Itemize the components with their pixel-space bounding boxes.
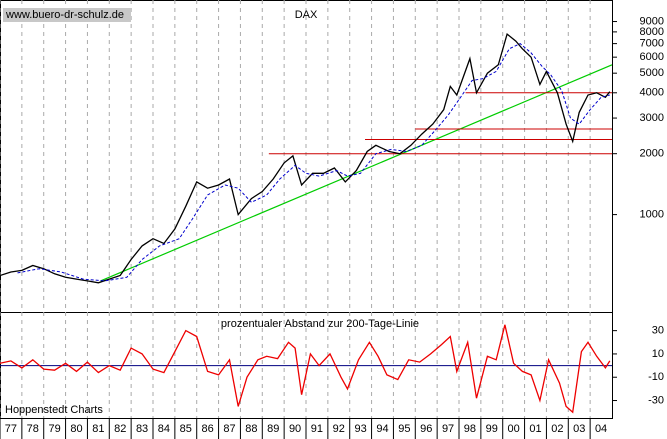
x-tick-label: 90 <box>289 423 301 435</box>
x-tick-label: 03 <box>573 423 585 435</box>
y-tick-label: 1000 <box>640 208 664 220</box>
panel <box>0 312 612 418</box>
x-tick-label: 99 <box>486 423 498 435</box>
chart-title: DAX <box>295 9 318 21</box>
x-tick-label: 96 <box>420 423 432 435</box>
x-tick-label: 80 <box>70 423 82 435</box>
panel <box>0 0 612 312</box>
y-tick-label: 2000 <box>640 148 664 160</box>
y-tick-label: 10 <box>652 348 664 360</box>
y-tick-label: 30 <box>652 325 664 337</box>
y-tick-label: 5000 <box>640 67 664 79</box>
y-tick-label: 8000 <box>640 26 664 38</box>
y-tick-label: 3000 <box>640 112 664 124</box>
y-tick-label: 6000 <box>640 51 664 63</box>
x-tick-label: 87 <box>223 423 235 435</box>
x-tick-label: 94 <box>376 423 388 435</box>
x-tick-label: 81 <box>92 423 104 435</box>
x-tick-label: 92 <box>333 423 345 435</box>
x-tick-label: 77 <box>5 423 17 435</box>
x-tick-label: 04 <box>595 423 607 435</box>
x-tick-label: 82 <box>114 423 126 435</box>
x-tick-label: 78 <box>27 423 39 435</box>
credit: Hoppenstedt Charts <box>5 404 103 416</box>
series-line <box>0 32 611 284</box>
source-box <box>3 8 131 22</box>
y-tick-label: 4000 <box>640 87 664 99</box>
x-tick-label: 79 <box>49 423 61 435</box>
x-tick-label: 89 <box>267 423 279 435</box>
x-tick-label: 84 <box>158 423 170 435</box>
x-tick-label: 88 <box>245 423 257 435</box>
source-label: www.buero-dr-schulz.de <box>5 9 124 21</box>
x-tick-label: 83 <box>136 423 148 435</box>
x-tick-label: 97 <box>442 423 454 435</box>
x-tick-label: 98 <box>464 423 476 435</box>
x-tick-label: 95 <box>398 423 410 435</box>
x-tick-label: 86 <box>202 423 214 435</box>
y-tick-label: -30 <box>648 394 664 406</box>
x-tick-label: 00 <box>508 423 520 435</box>
x-tick-label: 85 <box>180 423 192 435</box>
y-tick-label: 9000 <box>640 15 664 27</box>
trendline <box>100 64 612 282</box>
series-line <box>17 43 610 282</box>
y-tick-label: -10 <box>648 371 664 383</box>
x-tick-label: 02 <box>551 423 563 435</box>
series-line <box>0 324 611 414</box>
x-tick-label: 91 <box>311 423 323 435</box>
y-tick-label: 7000 <box>640 38 664 50</box>
panel-title: prozentualer Abstand zur 200-Tage-Linie <box>221 318 419 330</box>
x-tick-label: 93 <box>355 423 367 435</box>
x-tick-label: 01 <box>529 423 541 435</box>
